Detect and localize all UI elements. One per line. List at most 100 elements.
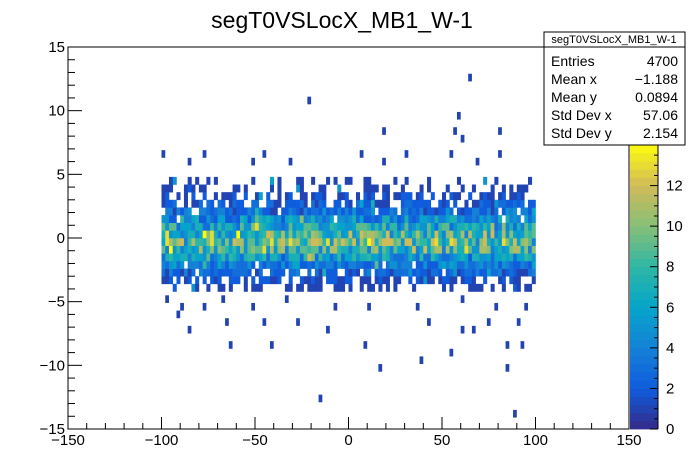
heatmap-bin <box>236 268 241 277</box>
heatmap-bin <box>513 238 518 246</box>
heatmap-bin <box>393 268 398 277</box>
heatmap-bin <box>445 245 450 254</box>
heatmap-bin <box>434 260 439 269</box>
heatmap-bin <box>498 199 503 208</box>
heatmap-bin <box>423 199 428 208</box>
stat-value: 4700 <box>647 53 678 69</box>
heatmap-bin <box>296 222 301 231</box>
heatmap-bin <box>251 302 255 311</box>
heatmap-bin <box>378 283 383 292</box>
heatmap-bin <box>202 215 207 224</box>
palette-tick-label: 6 <box>666 299 674 316</box>
heatmap-bin <box>326 245 331 254</box>
heatmap-bin <box>281 222 286 231</box>
heatmap-bin <box>326 222 331 231</box>
heatmap-bin <box>322 230 327 239</box>
heatmap-bin <box>187 260 192 269</box>
heatmap-bin <box>318 222 323 231</box>
heatmap-bin <box>240 238 245 246</box>
heatmap-bin <box>434 222 439 231</box>
heatmap-bin <box>322 215 327 224</box>
heatmap-bin <box>344 207 349 216</box>
heatmap-bin <box>479 230 484 239</box>
heatmap-bin <box>210 268 215 277</box>
heatmap-bin <box>191 238 196 246</box>
heatmap-bin <box>520 268 525 277</box>
heatmap-bin <box>442 283 447 292</box>
heatmap-bin <box>453 199 458 208</box>
heatmap-bin <box>498 150 502 158</box>
heatmap-bin <box>471 199 476 208</box>
heatmap-bin <box>288 245 293 254</box>
heatmap-bin <box>397 276 402 285</box>
heatmap-bin <box>329 238 334 246</box>
heatmap-bin <box>445 215 450 224</box>
stat-value: 2.154 <box>643 125 678 141</box>
heatmap-bin <box>210 230 215 239</box>
heatmap-bin <box>172 215 177 224</box>
heatmap-bin <box>423 222 428 231</box>
heatmap-bin <box>363 260 368 269</box>
heatmap-bin <box>240 230 245 239</box>
heatmap-bin <box>509 238 514 246</box>
heatmap-bin <box>464 199 469 208</box>
heatmap-bin <box>348 260 353 269</box>
heatmap-bin <box>498 230 503 239</box>
heatmap-bin <box>172 283 177 292</box>
heatmap-bin <box>217 276 222 285</box>
heatmap-bin <box>299 176 304 185</box>
color-palette: 0 2 4 6 8 10 12 <box>630 144 683 438</box>
heatmap-bin <box>202 268 207 277</box>
heatmap-bin <box>370 184 375 193</box>
heatmap-bin <box>284 230 289 239</box>
heatmap-bin <box>269 199 274 208</box>
heatmap-bin <box>176 276 181 285</box>
heatmap-bin <box>255 245 260 254</box>
heatmap-bin <box>187 253 192 262</box>
heatmap-bin <box>318 215 323 224</box>
heatmap-bin <box>460 276 465 285</box>
heatmap-bin <box>355 230 361 239</box>
heatmap-bin <box>333 260 338 269</box>
heatmap-bin <box>326 238 331 246</box>
heatmap-bin <box>531 260 536 269</box>
heatmap-bin <box>412 222 417 231</box>
heatmap-bin <box>266 207 271 216</box>
heatmap-bin <box>468 253 473 262</box>
heatmap-bin <box>206 199 211 208</box>
heatmap-bin <box>483 199 488 208</box>
heatmap-bin <box>165 253 170 262</box>
heatmap-bin <box>311 230 316 239</box>
palette-swatch <box>630 169 658 178</box>
heatmap-bin <box>412 238 417 246</box>
heatmap-bin <box>206 253 211 262</box>
heatmap-bin <box>292 207 297 216</box>
heatmap-bin <box>333 283 338 292</box>
heatmap-bin <box>382 192 387 201</box>
heatmap-bin <box>352 268 357 277</box>
heatmap-bin <box>273 199 278 208</box>
heatmap-bin <box>453 268 458 277</box>
heatmap-bin <box>165 295 169 303</box>
heatmap-bin <box>393 192 398 201</box>
palette-tick-label: 10 <box>666 218 683 235</box>
heatmap-bin <box>524 302 529 311</box>
heatmap-bin <box>393 276 398 285</box>
heatmap-bin <box>228 260 233 269</box>
heatmap-bin <box>389 238 394 246</box>
heatmap-bin <box>404 222 409 231</box>
y-tick-label: −10 <box>40 357 65 374</box>
heatmap-bin <box>292 215 297 224</box>
heatmap-bin <box>326 207 331 216</box>
heatmap-bin <box>266 215 271 224</box>
heatmap-bin <box>449 276 454 285</box>
heatmap-bin <box>475 199 480 208</box>
heatmap-bin <box>464 230 469 239</box>
heatmap-bin <box>236 238 241 246</box>
heatmap-bin <box>363 222 368 231</box>
heatmap-bin <box>326 260 331 269</box>
heatmap-bin <box>273 238 278 246</box>
palette-swatch <box>630 364 658 373</box>
heatmap-bin <box>228 199 233 208</box>
heatmap-bin <box>341 230 346 239</box>
